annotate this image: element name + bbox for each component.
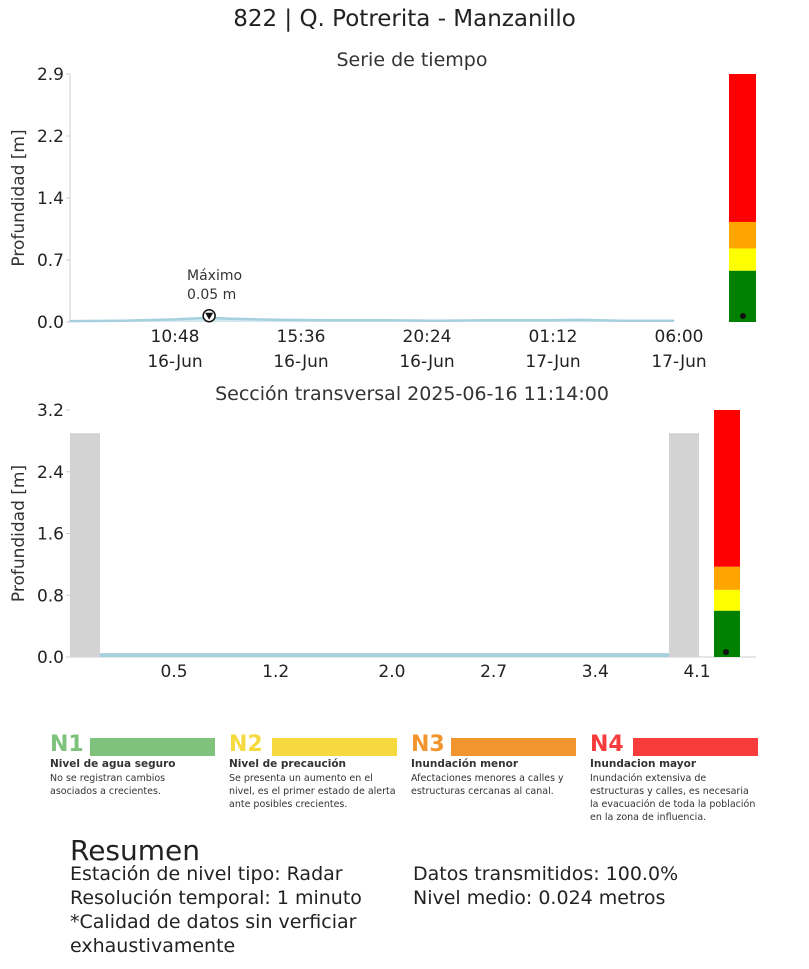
- chart2-right-bank: [669, 433, 699, 657]
- chart1-max-value: 0.05 m: [187, 287, 236, 303]
- chart1-max-arrow: [205, 312, 214, 320]
- chart1-ylabel: Profundidad [m]: [9, 129, 29, 266]
- time-series-chart: Serie de tiempo 0.0 0.7 1.4 2.2 2.9 Profundida…: [9, 49, 756, 372]
- chart2-xtick-label: 1.2: [262, 662, 289, 678]
- chart1-xtick-date: 17-Jun: [651, 352, 706, 372]
- chart2-title: Sección transversal 2025-06-16 11:14:00: [215, 383, 609, 405]
- chart1-data-point: [384, 319, 386, 322]
- summary-title: Resumen: [70, 834, 201, 867]
- chart2-xtick-label: 4.1: [683, 662, 710, 678]
- chart1-xtick-time: 06:00: [655, 327, 704, 347]
- chart1-data-point: [541, 319, 544, 322]
- legend-n4-name: Inundacion mayor: [590, 758, 697, 770]
- chart2-xtick-label: 2.0: [378, 662, 405, 678]
- summary-section: Resumen Estación de nivel tipo: Radar Re…: [70, 834, 790, 957]
- legend-n3-desc: Afectaciones menores a calles y estructu…: [411, 773, 564, 797]
- chart2-xtick-label: 0.5: [160, 662, 187, 678]
- chart1-data-point: [174, 318, 176, 321]
- chart1-data-point: [489, 319, 491, 322]
- chart1-ytick-label: 0.7: [37, 251, 64, 271]
- legend-n2-code: N2: [229, 732, 263, 757]
- gauge-n2-segment: [729, 248, 756, 271]
- chart2-ytick-label: 3.2: [37, 401, 64, 421]
- chart1-data-point: [69, 320, 71, 322]
- chart1-data-point: [279, 319, 281, 321]
- chart1-xtick-date: 16-Jun: [273, 352, 328, 372]
- chart1-xtick-time: 20:24: [403, 327, 452, 347]
- legend-n1-bar: [90, 738, 215, 756]
- gauge-n4-segment: [714, 410, 740, 567]
- chart1-data-point: [331, 319, 334, 322]
- chart2-ytick-label: 0.8: [37, 586, 64, 606]
- gauge-n4-segment: [729, 74, 756, 222]
- chart1-max-label: Máximo: [187, 268, 242, 284]
- legend-n3-name: Inundación menor: [411, 758, 519, 770]
- chart1-xtick-time: 10:48: [151, 327, 200, 347]
- gauge-n3-segment: [714, 566, 740, 590]
- chart1-xtick-date: 17-Jun: [525, 352, 580, 372]
- chart2-water-level: [100, 653, 669, 657]
- legend-n1-name: Nivel de agua seguro: [50, 758, 176, 770]
- chart1-xtick-date: 16-Jun: [399, 352, 454, 372]
- legend-n4-bar: [633, 738, 758, 756]
- legend-n1-desc: No se registran cambios asociados a crec…: [50, 773, 166, 797]
- chart1-data-point: [436, 319, 439, 322]
- chart1-ytick-label: 2.2: [37, 127, 64, 147]
- chart1-series-line: [69, 316, 674, 323]
- chart2-gauge-current-dot: [723, 649, 729, 656]
- chart1-ytick-label: 1.4: [37, 189, 64, 209]
- chart1-xtick-time: 15:36: [277, 327, 326, 347]
- chart1-data-point: [121, 319, 124, 322]
- chart2-left-bank: [70, 433, 100, 657]
- chart2-ytick-label: 2.4: [37, 463, 64, 483]
- alert-level-legend: N1 Nivel de agua seguro No se registran …: [0, 730, 809, 830]
- chart1-title: Serie de tiempo: [337, 49, 488, 71]
- legend-n2-desc: Se presenta un aumento en el nivel, es e…: [229, 773, 396, 810]
- chart1-xtick-time: 01:12: [529, 327, 578, 347]
- chart2-ytick-label: 0.0: [37, 648, 64, 668]
- legend-n4-code: N4: [590, 732, 624, 757]
- chart1-data-point: [672, 319, 675, 322]
- summary-left-column: Estación de nivel tipo: Radar Resolución…: [70, 862, 370, 958]
- chart1-data-point: [226, 317, 229, 320]
- legend-n2-bar: [272, 738, 397, 756]
- chart2-ylabel: Profundidad [m]: [9, 465, 29, 602]
- legend-n4-desc: Inundación extensiva de estructuras y ca…: [590, 773, 756, 823]
- chart2-ytick-label: 1.6: [37, 525, 64, 545]
- summary-quality-note: *Calidad de datos sin verficiar exhausti…: [70, 911, 357, 957]
- summary-mean-level: Nivel medio: 0.024 metros: [413, 887, 666, 909]
- chart1-data-point: [620, 319, 623, 322]
- gauge-n2-segment: [714, 589, 740, 611]
- gauge-n3-segment: [729, 221, 756, 249]
- summary-station-type: Estación de nivel tipo: Radar: [70, 863, 343, 885]
- summary-data-transmitted: Datos transmitidos: 100.0%: [413, 863, 679, 885]
- chart1-ytick-label: 0.0: [37, 313, 64, 333]
- chart1-ytick-label: 2.9: [37, 65, 64, 85]
- summary-right-column: Datos transmitidos: 100.0% Nivel medio: …: [413, 862, 783, 910]
- chart2-xtick-label: 3.4: [582, 662, 609, 678]
- legend-n2-name: Nivel de precaución: [229, 758, 347, 770]
- chart2-xtick-label: 2.7: [480, 662, 507, 678]
- legend-n3-bar: [451, 738, 576, 756]
- chart1-data-point: [581, 319, 583, 321]
- summary-resolution: Resolución temporal: 1 minuto: [70, 887, 362, 909]
- legend-n3-code: N3: [411, 732, 445, 757]
- page-title: 822 | Q. Potrerita - Manzanillo: [233, 6, 576, 32]
- gauge-n1-segment: [714, 610, 740, 657]
- legend-n1-code: N1: [50, 732, 84, 757]
- cross-section-chart: Sección transversal 2025-06-16 11:14:00 0…: [9, 383, 756, 678]
- chart1-xtick-date: 16-Jun: [147, 352, 202, 372]
- chart1-gauge-current-dot: [740, 312, 746, 319]
